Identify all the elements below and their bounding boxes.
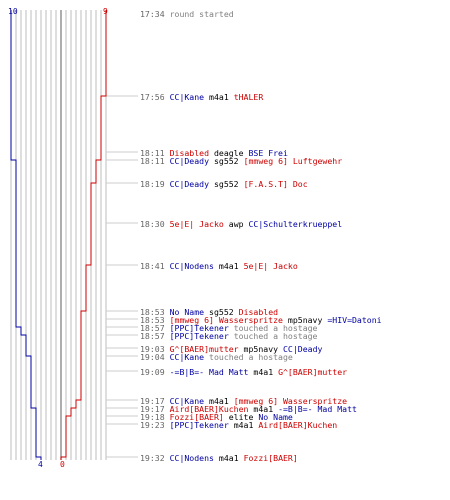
blue-player-name: [PPC]Tekener [169,420,229,430]
weapon-name: mp5navy [243,344,279,354]
red-final-count: 0 [60,460,65,469]
red-player-name: [F.A.S.T] Doc [243,179,308,189]
event-time: 18:11 [140,148,165,158]
blue-player-name: [PPC]Tekener [169,323,229,333]
weapon-name: m4a1 [218,453,239,463]
red-player-name: Disabled [238,307,279,317]
weapon-name: m4a1 [209,396,229,406]
event-time: 18:53 [140,307,165,317]
event-row: 19:09 -=B|B=- Mad Matt m4a1 G^[BAER]mutt… [140,368,347,377]
event-time: 18:57 [140,331,165,341]
red-player-name: Disabled [169,148,210,158]
event-row: 17:34 round started [140,10,234,19]
event-message: touched a hostage [209,352,293,362]
event-time: 19:04 [140,352,165,362]
red-player-name: Aird[BAER]Kuchen [258,420,338,430]
red-player-name: Aird[BAER]Kuchen [169,404,249,414]
blue-player-name: [PPC]Tekener [169,331,229,341]
event-row: 19:17 CC|Kane m4a1 [mmweg 6] Wassersprit… [140,397,347,406]
red-player-name: G^[BAER]mutter [169,344,239,354]
weapon-name: awp [228,219,244,229]
red-player-name: [mmweg 6] Wasserspritze [233,396,348,406]
weapon-name: m4a1 [253,404,274,414]
blue-player-name: BSE Frei [248,148,288,158]
event-time: 18:41 [140,261,165,271]
blue-player-name: No Name [258,412,293,422]
blue-player-name: CC|Nodens [169,261,214,271]
blue-player-name: CC|Nodens [169,453,214,463]
blue-player-name: -=B|B=- Mad Matt [278,404,357,414]
blue-player-name: -=B|B=- Mad Matt [169,367,249,377]
blue-start-count: 10 [8,7,18,16]
event-row: 19:32 CC|Nodens m4a1 Fozzi[BAER] [140,454,298,463]
event-time: 19:09 [140,367,165,377]
red-team-alive-line [60,10,107,460]
red-player-name: [mmweg 6] Luftgewehr [243,156,343,166]
event-time: 17:34 [140,9,165,19]
event-time: 19:32 [140,453,165,463]
red-player-name: Fozzi[BAER] [169,412,224,422]
event-time: 19:17 [140,396,165,406]
red-player-name: 5e|E| Jacko [243,261,298,271]
blue-player-name: CC|Kane [169,92,205,102]
event-row: 18:53 [mmweg 6] Wasserspritze mp5navy =H… [140,316,382,325]
event-time: 18:19 [140,179,165,189]
event-row: 18:30 5e|E| Jacko awp CC|Schulterkrueppe… [140,220,342,229]
event-message: round started [169,9,234,19]
event-row: 18:41 CC|Nodens m4a1 5e|E| Jacko [140,262,298,271]
event-time: 17:56 [140,92,165,102]
weapon-name: mp5navy [287,315,323,325]
event-time: 19:17 [140,404,165,414]
weapon-name: sg552 [213,179,239,189]
event-row: 17:56 CC|Kane m4a1 tHALER [140,93,263,102]
weapon-name: m4a1 [233,420,254,430]
blue-player-name: CC|Kane [169,396,205,406]
red-player-name: Fozzi[BAER] [243,453,298,463]
weapon-name: m4a1 [253,367,274,377]
blue-player-name: CC|Deady [283,344,323,354]
event-row: 18:11 Disabled deagle BSE Frei [140,149,288,158]
event-row: 18:19 CC|Deady sg552 [F.A.S.T] Doc [140,180,308,189]
weapon-name: m4a1 [209,92,229,102]
event-row: 19:17 Aird[BAER]Kuchen m4a1 -=B|B=- Mad … [140,405,357,414]
blue-player-name: CC|Deady [169,179,210,189]
event-time: 19:03 [140,344,165,354]
event-time: 18:11 [140,156,165,166]
red-player-name: [mmweg 6] Wasserspritze [169,315,283,325]
event-message: touched a hostage [233,323,318,333]
event-row: 18:57 [PPC]Tekener touched a hostage [140,332,318,341]
red-start-count: 9 [103,7,108,16]
blue-team-alive-line [10,10,42,460]
red-player-name: G^[BAER]mutter [278,367,348,377]
event-time: 18:30 [140,219,165,229]
event-row: 18:53 No Name sg552 Disabled [140,308,278,317]
red-player-name: tHALER [233,92,264,102]
red-player-name: 5e|E| Jacko [169,219,224,229]
blue-player-name: =HIV=Datoni [327,315,382,325]
event-row: 19:23 [PPC]Tekener m4a1 Aird[BAER]Kuchen [140,421,337,430]
event-row: 19:18 Fozzi[BAER] elite No Name [140,413,293,422]
event-message: touched a hostage [233,331,318,341]
weapon-name: sg552 [209,307,234,317]
blue-player-name: CC|Deady [169,156,210,166]
event-row: 18:11 CC|Deady sg552 [mmweg 6] Luftgeweh… [140,157,342,166]
blue-player-name: CC|Kane [169,352,205,362]
weapon-name: m4a1 [218,261,239,271]
event-time: 19:18 [140,412,165,422]
weapon-name: elite [228,412,254,422]
event-row: 19:03 G^[BAER]mutter mp5navy CC|Deady [140,345,322,354]
event-row: 18:57 [PPC]Tekener touched a hostage [140,324,318,333]
event-time: 18:53 [140,315,165,325]
event-row: 19:04 CC|Kane touched a hostage [140,353,293,362]
weapon-name: sg552 [213,156,239,166]
weapon-name: deagle [213,148,244,158]
blue-player-name: No Name [169,307,205,317]
blue-final-count: 4 [38,460,43,469]
blue-player-name: CC|Schulterkrueppel [248,219,343,229]
event-time: 19:23 [140,420,165,430]
event-time: 18:57 [140,323,165,333]
